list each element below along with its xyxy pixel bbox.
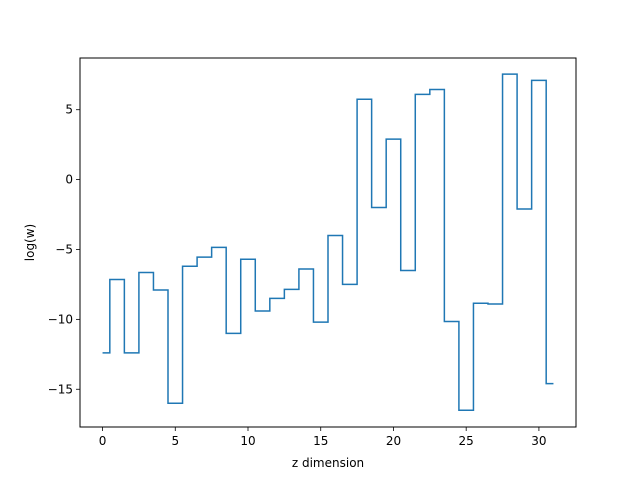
y-axis: −15 −10 −5 0 5: [48, 103, 80, 396]
x-tick-label: 20: [386, 434, 401, 448]
x-tick-label: 25: [459, 434, 474, 448]
x-tick-label: 15: [313, 434, 328, 448]
x-tick-label: 30: [531, 434, 546, 448]
y-tick-label: 0: [65, 173, 73, 187]
plot-frame: [79, 57, 577, 428]
x-tick-label: 5: [171, 434, 179, 448]
series-line: [102, 73, 554, 411]
x-axis-label: z dimension: [292, 456, 364, 470]
y-tick-label: −5: [55, 242, 73, 256]
y-tick-label: −15: [48, 382, 73, 396]
x-tick-label: 10: [240, 434, 255, 448]
y-tick-label: −10: [48, 312, 73, 326]
x-axis: 0 5 10 15 20 25 30: [99, 427, 547, 448]
x-tick-label: 0: [99, 434, 107, 448]
y-axis-label: log(w): [23, 224, 37, 261]
y-tick-label: 5: [65, 103, 73, 117]
series-layer: [102, 73, 554, 411]
